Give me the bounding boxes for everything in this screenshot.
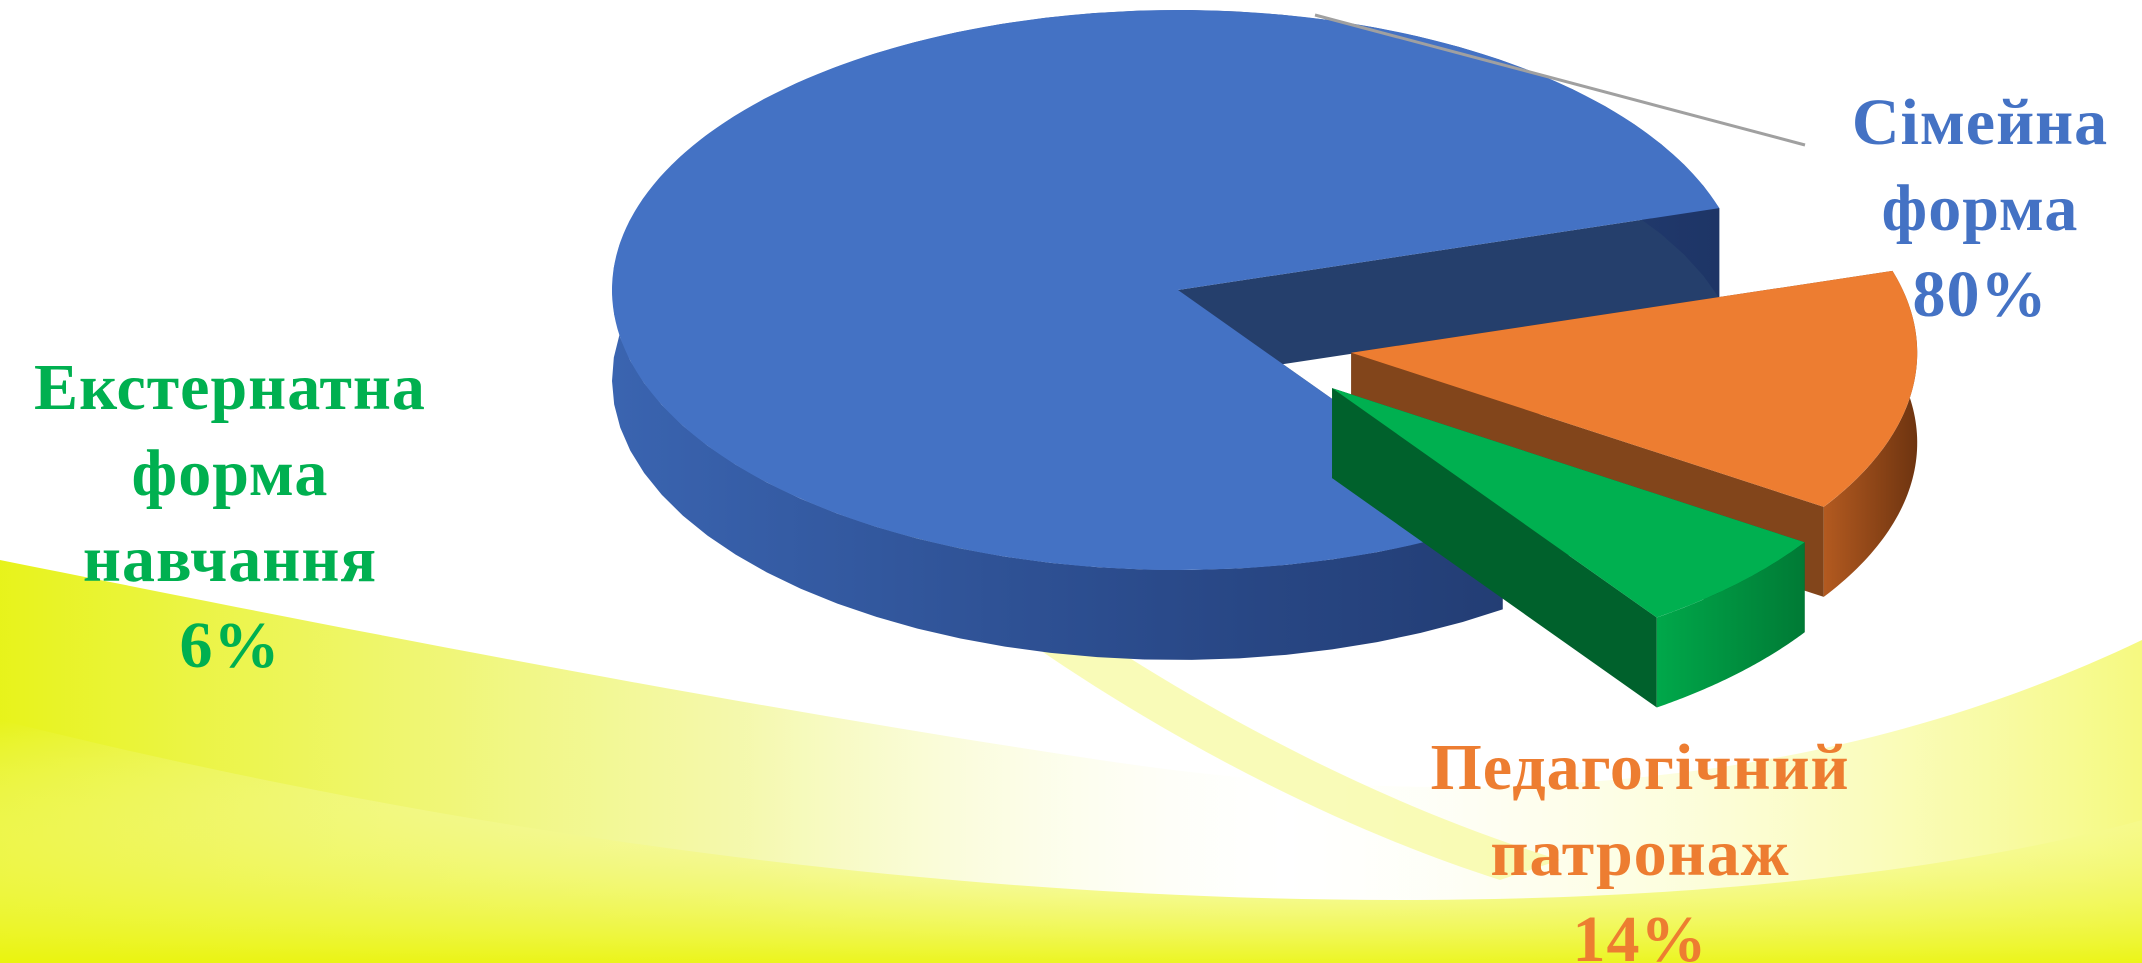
data-label-family: Сімейна форма 80% — [1790, 80, 2142, 338]
data-label-external-line-3: навчання — [82, 523, 378, 596]
slice-family-top — [611, 10, 1720, 571]
data-label-external-percent: 6% — [179, 609, 281, 682]
data-label-patronage: Педагогічний патронаж 14% — [1380, 725, 1900, 963]
data-label-family-line-2: форма — [1881, 172, 2079, 245]
data-label-patronage-line-1: Педагогічний — [1430, 731, 1850, 804]
slice-family-wall-end — [1178, 208, 1720, 380]
slice-external-top — [1332, 388, 1805, 618]
slice-external-rim — [1656, 542, 1805, 708]
slice-external — [1332, 388, 1805, 708]
slice-patronage-top — [1351, 270, 1918, 507]
data-label-external-line-2: форма — [131, 437, 329, 510]
data-label-patronage-line-2: патронаж — [1490, 817, 1790, 890]
data-label-patronage-percent: 14% — [1572, 903, 1708, 963]
data-label-external: Екстернатна форма навчання 6% — [0, 345, 460, 689]
leader-line — [1314, 13, 1806, 147]
data-label-family-line-1: Сімейна — [1851, 86, 2109, 159]
slice-external-wall-end — [1332, 388, 1657, 708]
data-label-external-line-1: Екстернатна — [34, 351, 426, 424]
data-label-family-percent: 80% — [1912, 258, 2048, 331]
